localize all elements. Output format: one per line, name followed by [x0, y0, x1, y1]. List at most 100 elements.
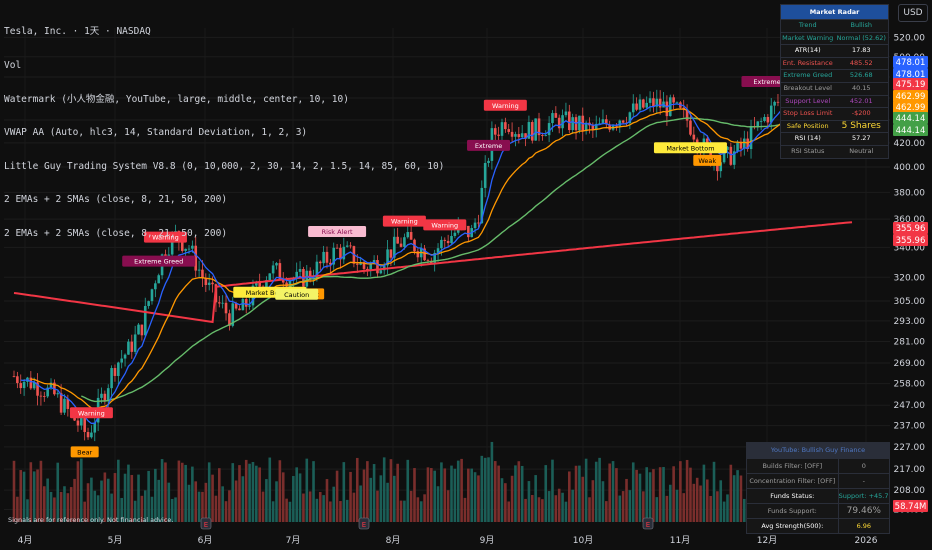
volume-bar — [342, 462, 346, 522]
volume-bar — [265, 479, 268, 522]
candle-body — [56, 393, 60, 395]
x-tick-label: 4月 — [18, 535, 33, 546]
volume-bar — [49, 491, 53, 522]
radar-row: Extreme Greed 526.68 — [781, 69, 888, 82]
ema21-line — [30, 87, 853, 410]
volume-bar — [389, 459, 393, 522]
volume-bar — [157, 479, 161, 522]
volume-bar — [133, 500, 137, 522]
volume-bar — [608, 463, 611, 522]
x-tick-label: 5月 — [108, 535, 123, 546]
volume-bar — [120, 497, 123, 522]
legend-line-ma-2[interactable]: 2 EMAs + 2 SMAs (close, 8, 21, 50, 200) — [4, 227, 228, 239]
radar-value: Neutral — [849, 146, 874, 155]
candle-body — [652, 98, 655, 107]
candle-body — [157, 275, 161, 284]
radar-label: RSI (14) — [794, 134, 821, 143]
x-tick-label: 8月 — [386, 535, 401, 546]
symbol-title[interactable]: Tesla, Inc. · 1天 · NASDAQ — [4, 26, 151, 38]
price-label-text: 444.14 — [896, 114, 926, 124]
candle-body — [645, 102, 649, 108]
volume-bar — [598, 457, 601, 522]
candle-body — [42, 396, 46, 397]
volume-bar — [339, 501, 342, 522]
volume-bar — [517, 461, 521, 522]
candle-body — [362, 262, 366, 269]
volume-bar — [42, 486, 46, 522]
earnings-icon-glyph: E — [204, 521, 208, 529]
funds-label: Concentration Filter: [OFF] — [747, 474, 839, 488]
signal-label-bg — [308, 226, 367, 238]
funds-value: - — [862, 477, 865, 485]
signal-label: Extreme — [467, 139, 511, 151]
candle-body — [22, 381, 26, 389]
candle-body — [248, 305, 251, 307]
time-axis: 4月 5月 6月 7月 8月 9月 10月 11月 12月 2026 — [18, 535, 878, 546]
candle-body — [76, 420, 80, 426]
legend-line-volume[interactable]: Vol — [4, 60, 22, 71]
volume-bar — [430, 468, 433, 522]
volume-bar — [366, 461, 369, 522]
candle-body — [615, 125, 618, 127]
candle-body — [106, 388, 110, 402]
currency-button[interactable]: USD — [898, 4, 928, 22]
legend-line-watermark[interactable]: Watermark (小人物金融, YouTube, large, middle… — [4, 93, 349, 105]
volume-bar — [493, 461, 497, 522]
price-labels: 478.01478.01475.19462.99462.99444.14444.… — [893, 56, 928, 512]
price-label: 58.74M — [893, 500, 928, 512]
volume-bar — [22, 471, 26, 522]
candle-body — [759, 120, 763, 122]
candle-body — [204, 278, 208, 285]
y-tick-label: 340.00 — [894, 243, 926, 253]
volume-bar — [564, 501, 568, 522]
legend-line-trading-system[interactable]: Little Guy Trading System V8.8 (0, 10,00… — [4, 160, 445, 172]
price-label-bg — [893, 78, 928, 90]
volume-bar — [399, 500, 403, 522]
funds-value: Support: +45.73 — [838, 492, 889, 500]
volume-bar — [258, 467, 261, 522]
candle-body — [665, 101, 669, 117]
candle-body — [561, 115, 564, 129]
candle-body — [322, 251, 325, 264]
legend-line-ma-1[interactable]: 2 EMAs + 2 SMAs (close, 8, 21, 50, 200) — [4, 194, 228, 206]
candle-body — [83, 417, 86, 433]
candle-body — [689, 120, 692, 135]
radar-value: 40.15 — [851, 83, 871, 92]
volume-bar — [177, 460, 181, 522]
radar-label: Market Warning — [782, 33, 834, 42]
y-tick-label: 227.00 — [894, 443, 926, 453]
volume-bar — [268, 457, 272, 522]
volume-bar — [719, 480, 723, 522]
candle-body — [568, 111, 571, 131]
volume-bar — [63, 486, 66, 522]
candle-body — [130, 341, 134, 352]
signal-label-text: Market Bottom — [246, 289, 294, 297]
candle-body — [59, 393, 63, 413]
candle-body — [184, 248, 187, 251]
volume-bar — [204, 482, 208, 522]
candle-body — [100, 393, 103, 398]
volume-bar — [695, 477, 699, 522]
signal-label-bg — [693, 154, 722, 166]
legend-line-vwap[interactable]: VWAP AA (Auto, hlc3, 14, Standard Deviat… — [4, 127, 308, 139]
signal-label: Warning — [423, 219, 467, 231]
y-tick-label: 293.00 — [894, 317, 926, 327]
signal-label-bg — [122, 255, 196, 267]
price-label-text: 355.96 — [896, 224, 926, 234]
volume-bar — [123, 473, 127, 522]
signal-label-bg — [70, 446, 99, 458]
volume-bar — [507, 501, 511, 522]
candle-body — [143, 306, 147, 336]
candle-body — [117, 362, 120, 376]
volume-bar — [675, 489, 679, 522]
funds-row: Concentration Filter: [OFF] - — [747, 473, 889, 488]
volume-bar — [255, 465, 258, 522]
earnings-icon — [642, 517, 654, 530]
price-label: 462.99 — [893, 90, 928, 102]
volume-bar — [386, 482, 389, 522]
candle-body — [278, 263, 282, 280]
volume-bar — [359, 485, 362, 522]
radar-row: RSI Status Neutral — [781, 144, 888, 158]
volume-bar — [355, 457, 359, 522]
